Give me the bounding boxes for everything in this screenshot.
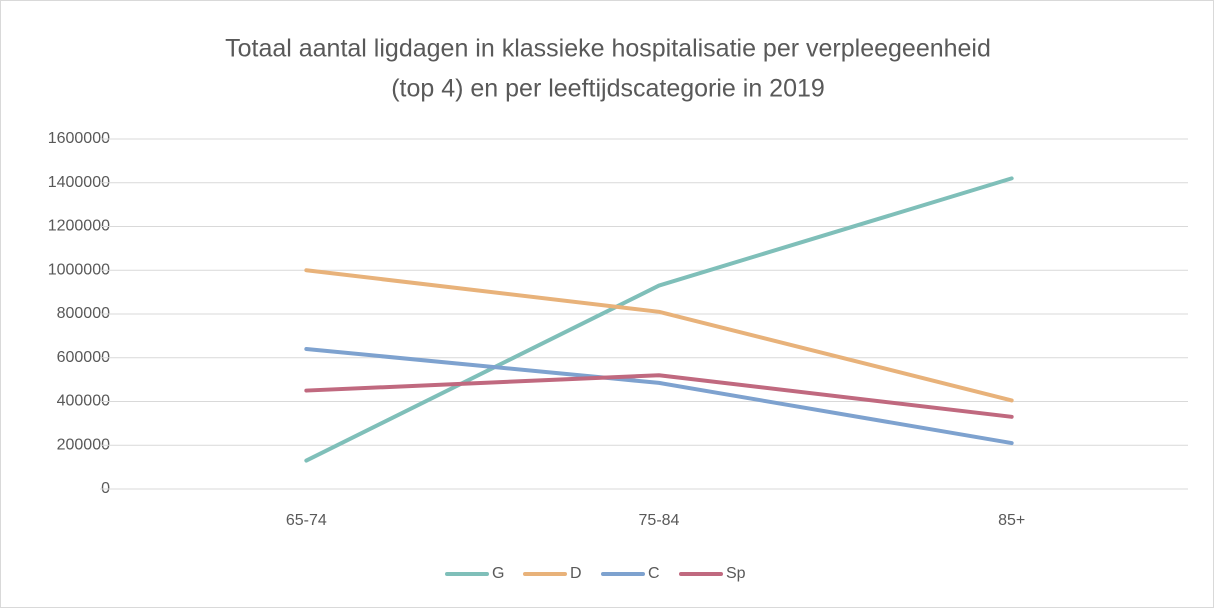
series-line (304, 268, 1014, 403)
legend-label: D (570, 565, 582, 582)
chart-title: Totaal aantal ligdagen in klassieke hosp… (225, 35, 991, 63)
y-tick-label: 200000 (57, 436, 110, 453)
series-line (304, 347, 1014, 446)
legend-label: Sp (726, 565, 746, 582)
series-line (304, 176, 1014, 463)
y-tick-label: 400000 (57, 393, 110, 410)
y-tick-label: 600000 (57, 349, 110, 366)
x-tick-label: 85+ (998, 512, 1025, 529)
series-line (304, 373, 1014, 419)
y-tick-label: 1000000 (48, 261, 110, 278)
x-tick-label: 75-84 (639, 512, 680, 529)
chart-title: (top 4) en per leeftijdscategorie in 201… (391, 75, 825, 103)
y-tick-label: 1400000 (48, 174, 110, 191)
legend-label: C (648, 565, 660, 582)
x-tick-label: 65-74 (286, 512, 327, 529)
legend-label: G (492, 565, 504, 582)
y-tick-label: 800000 (57, 305, 110, 322)
y-tick-label: 1600000 (48, 130, 110, 147)
y-tick-label: 1200000 (48, 218, 110, 235)
